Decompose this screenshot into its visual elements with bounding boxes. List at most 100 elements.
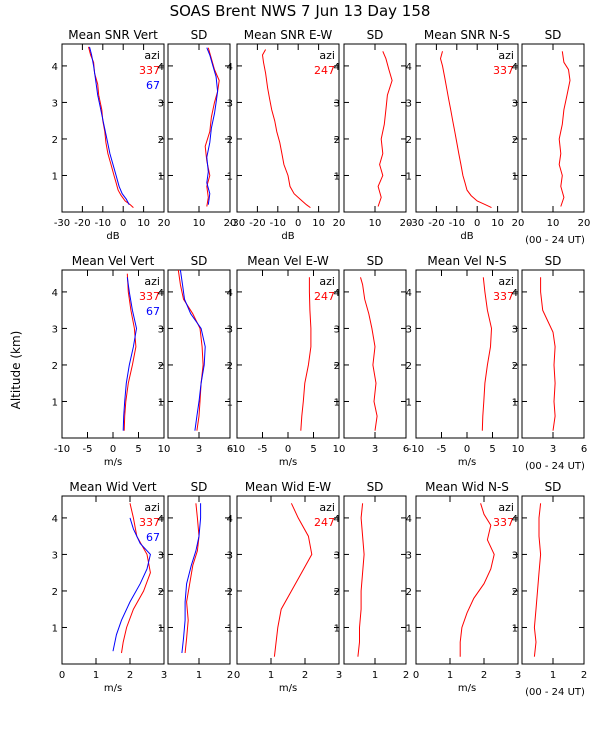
y-tick-label: 2	[334, 135, 340, 146]
series-line-337	[439, 51, 492, 209]
y-tick-label: 4	[227, 288, 233, 299]
x-tick-label: 3	[550, 444, 556, 455]
panel-title: Mean SNR E-W	[244, 28, 333, 42]
y-tick-label: 1	[158, 397, 164, 408]
x-axis-label: m/s	[458, 683, 476, 694]
x-tick-label: -10	[449, 218, 465, 229]
panel-vel-ns-sd: SD 1 2 3 4 3 6 (00 - 24 UT)	[512, 254, 588, 472]
y-tick-label: 1	[227, 397, 233, 408]
x-tick-label: -30	[229, 218, 245, 229]
series-line-247	[377, 51, 393, 207]
y-tick-label: 2	[52, 135, 58, 146]
x-tick-label: 10	[158, 444, 171, 455]
y-tick-label: 1	[512, 623, 518, 634]
series-line-67	[206, 47, 219, 205]
legend-header: azi	[144, 501, 160, 514]
panel-wid-ew-sd: SD 1 2 3 4 1 2	[334, 480, 410, 681]
y-tick-label: 1	[158, 623, 164, 634]
x-tick-label: 0	[120, 218, 126, 229]
panel-title: SD	[191, 254, 208, 268]
x-tick-label: 5	[310, 444, 316, 455]
panel-title: SD	[367, 254, 384, 268]
y-tick-label: 3	[52, 98, 58, 109]
x-tick-label: 20	[578, 218, 591, 229]
legend-header: azi	[319, 49, 335, 62]
series-line-337	[88, 46, 134, 208]
panel-frame	[343, 495, 407, 665]
y-tick-label: 3	[227, 550, 233, 561]
x-tick-label: 20	[400, 218, 413, 229]
legend-entry: 337	[493, 516, 514, 529]
y-tick-label: 3	[158, 324, 164, 335]
panel-title: SD	[545, 480, 562, 494]
legend-entry: 247	[314, 64, 335, 77]
panel-title: Mean Vel Vert	[72, 254, 155, 268]
series-line-67	[112, 517, 151, 652]
series-line-337	[481, 277, 493, 431]
x-tick-label: -5	[258, 444, 268, 455]
x-tick-label: 0	[110, 444, 116, 455]
x-tick-label: 2	[227, 670, 233, 681]
panel-vel-ew-sd: SD 1 2 3 4 3 6	[334, 254, 410, 455]
panel-frame	[521, 269, 585, 439]
y-tick-label: 3	[227, 324, 233, 335]
x-axis-label: m/s	[279, 457, 297, 468]
x-tick-label: 20	[158, 218, 171, 229]
panel-title: Mean Wid Vert	[69, 480, 156, 494]
x-axis-label: dB	[460, 231, 473, 242]
y-tick-label: 3	[406, 98, 412, 109]
x-tick-label: -20	[249, 218, 265, 229]
legend-entry: 247	[314, 290, 335, 303]
y-tick-label: 2	[52, 587, 58, 598]
x-axis-label: dB	[106, 231, 119, 242]
y-tick-label: 4	[52, 288, 58, 299]
legend-header: azi	[498, 275, 514, 288]
x-tick-label: 10	[369, 218, 382, 229]
x-tick-label: -10	[229, 444, 245, 455]
series-line-337	[540, 277, 556, 431]
panel-snr-vert-sd: SD 1 2 3 4 10 20	[158, 28, 237, 229]
x-tick-label: 2	[302, 670, 308, 681]
y-tick-label: 4	[406, 514, 412, 525]
legend-entry: 67	[146, 305, 160, 318]
panel-title: Mean SNR N-S	[424, 28, 510, 42]
panel-frame	[521, 43, 585, 213]
panel-wid-ns-sd: SD 1 2 3 4 1 2 (00 - 24 UT)	[512, 480, 588, 698]
y-tick-label: 2	[512, 135, 518, 146]
x-tick-label: -5	[83, 444, 93, 455]
panel-title: SD	[545, 28, 562, 42]
legend-entry: 337	[139, 290, 160, 303]
y-tick-label: 2	[406, 587, 412, 598]
time-range-label: (00 - 24 UT)	[525, 235, 585, 246]
y-tick-label: 1	[406, 171, 412, 182]
y-tick-label: 1	[334, 623, 340, 634]
x-tick-label: 10	[512, 444, 525, 455]
x-tick-label: 20	[333, 218, 346, 229]
x-tick-label: 10	[491, 218, 504, 229]
y-tick-label: 4	[334, 514, 340, 525]
panel-vel-vert: Mean Vel Vert 1 2 3 4 -10 -5 0 5 10 m/s azi 337 67	[52, 254, 171, 468]
panel-vel-vert-sd: SD 1 2 3 4 3 6	[158, 254, 234, 455]
y-tick-label: 1	[512, 397, 518, 408]
y-tick-label: 4	[512, 514, 518, 525]
y-tick-label: 2	[334, 361, 340, 372]
panel-title: SD	[191, 28, 208, 42]
panel-title: SD	[191, 480, 208, 494]
x-tick-label: 10	[547, 218, 560, 229]
y-tick-label: 4	[52, 514, 58, 525]
series-line-337	[558, 51, 571, 207]
y-tick-label: 2	[406, 135, 412, 146]
y-tick-label: 3	[512, 550, 518, 561]
x-tick-label: -30	[408, 218, 424, 229]
series-line-67	[181, 503, 202, 654]
x-tick-label: 0	[285, 444, 291, 455]
y-tick-label: 1	[406, 397, 412, 408]
x-tick-label: -20	[74, 218, 90, 229]
y-tick-label: 2	[406, 361, 412, 372]
y-tick-label: 2	[334, 587, 340, 598]
y-tick-label: 3	[512, 98, 518, 109]
x-tick-label: 3	[336, 670, 342, 681]
series-line-67	[89, 46, 130, 205]
panel-title: Mean Wid N-S	[425, 480, 509, 494]
series-line-337	[121, 503, 151, 654]
